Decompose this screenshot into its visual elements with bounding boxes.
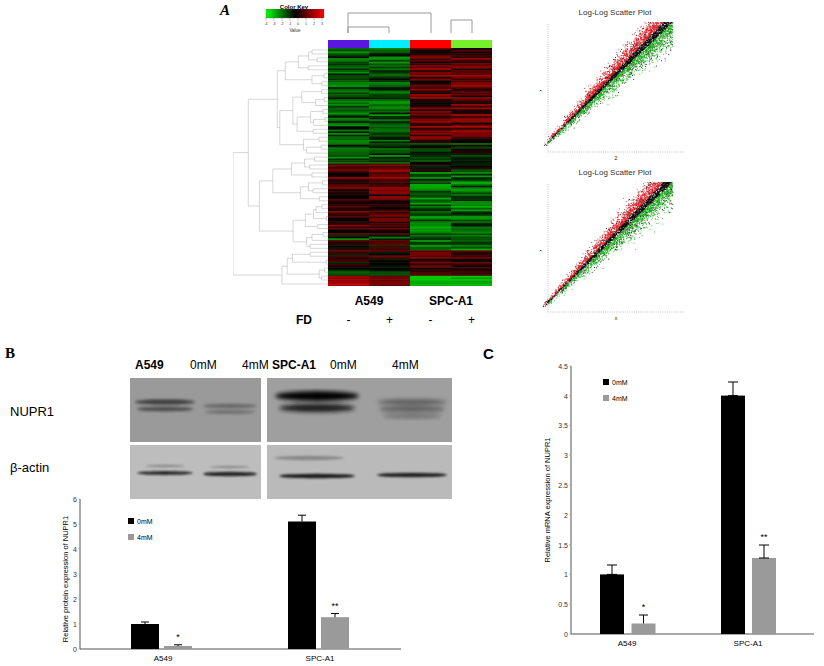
svg-text:1: 1 <box>73 621 77 628</box>
svg-text:3: 3 <box>564 452 568 459</box>
svg-text:0: 0 <box>564 631 568 638</box>
svg-text:2.5: 2.5 <box>558 482 568 489</box>
svg-text:Relative mRNA expression of N: Relative mRNA expression of NUPR1 <box>543 437 552 562</box>
svg-text:3.5: 3.5 <box>558 422 568 429</box>
svg-text:**: ** <box>331 601 339 611</box>
svg-text:2: 2 <box>614 155 618 161</box>
svg-text:4: 4 <box>564 393 568 400</box>
svg-text:3: 3 <box>73 571 77 578</box>
svg-text:4mM: 4mM <box>612 395 628 402</box>
svg-text:SPC-A1: SPC-A1 <box>306 654 335 663</box>
svg-text:A549: A549 <box>154 654 173 663</box>
svg-text:0mM: 0mM <box>612 379 628 386</box>
svg-text:0.5: 0.5 <box>558 601 568 608</box>
svg-text:A549: A549 <box>618 639 637 648</box>
svg-text:4mM: 4mM <box>137 534 153 541</box>
svg-text:5: 5 <box>73 521 77 528</box>
svg-text:0: 0 <box>73 646 77 653</box>
svg-text:SPC-A1: SPC-A1 <box>734 639 763 648</box>
svg-text:1.5: 1.5 <box>558 542 568 549</box>
svg-text:0mM: 0mM <box>137 518 153 525</box>
svg-text:2: 2 <box>73 596 77 603</box>
svg-text:*: * <box>642 602 646 612</box>
svg-text:2: 2 <box>564 512 568 519</box>
svg-text:1: 1 <box>564 571 568 578</box>
svg-text:Relative protein expression of: Relative protein expression of NUPR1 <box>61 516 70 642</box>
svg-text:**: ** <box>760 532 768 542</box>
svg-text:*: * <box>176 632 180 642</box>
svg-text:4.5: 4.5 <box>558 363 568 370</box>
svg-text:y: y <box>540 89 542 92</box>
svg-text:x: x <box>615 315 618 321</box>
svg-text:y: y <box>540 249 542 252</box>
svg-text:6: 6 <box>73 496 77 503</box>
svg-text:4: 4 <box>73 546 77 553</box>
